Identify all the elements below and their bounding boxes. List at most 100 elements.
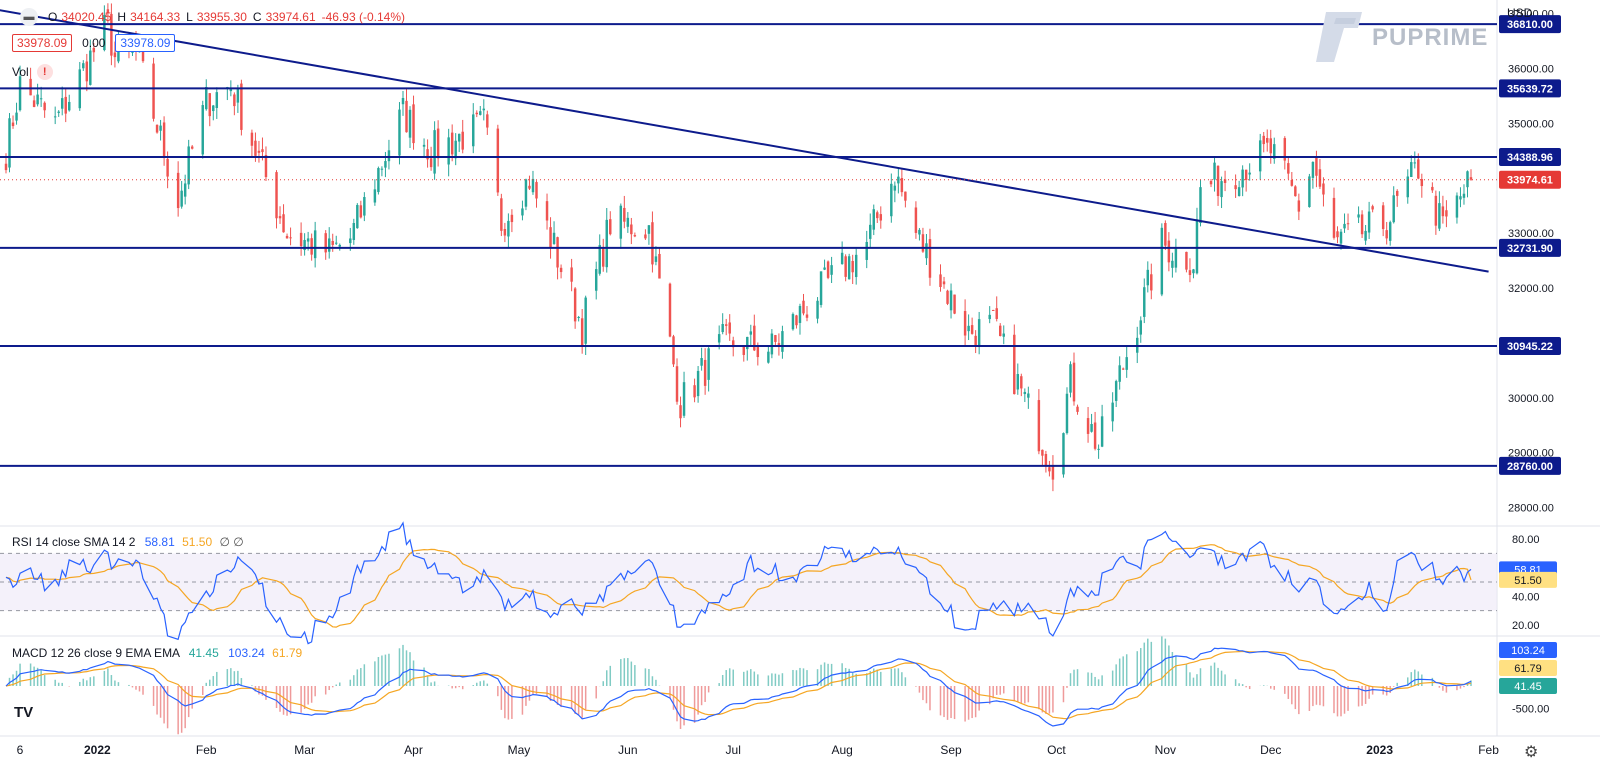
candle-body (1048, 467, 1051, 472)
candle-body (890, 183, 893, 217)
candle-body (205, 86, 208, 110)
last-price-tag (1499, 170, 1561, 189)
candle-body (549, 227, 552, 248)
volume-legend: Vol ! (12, 64, 53, 80)
candle-body (1167, 240, 1171, 263)
candle-body (233, 94, 236, 107)
candle-body (11, 122, 15, 127)
candle-body (651, 222, 654, 265)
sell-flag[interactable]: 33978.09 (12, 34, 73, 52)
candle-body (1037, 400, 1041, 452)
last-price-label: 33974.61 (1507, 175, 1553, 187)
candle-body (988, 314, 991, 320)
candle-body (535, 182, 538, 199)
candle-body (774, 335, 777, 342)
candle-body (524, 179, 528, 207)
candle-body (433, 130, 436, 174)
candle-body (380, 168, 384, 170)
trend-line[interactable] (0, 8, 1489, 273)
candle-body (974, 335, 977, 347)
candle-body (349, 238, 352, 244)
candle-body (991, 309, 995, 311)
candle-body (461, 131, 464, 150)
candle-body (472, 114, 475, 147)
macd-line (5, 647, 1472, 727)
currency-label[interactable]: USD (1507, 6, 1533, 20)
price-tick-label: 32000.00 (1508, 283, 1554, 295)
candle-body (64, 96, 67, 114)
rsi-legend: RSI 14 close SMA 14 2 58.81 51.50 ∅ ∅ (12, 535, 244, 549)
collapse-icon[interactable]: ▬ (20, 8, 38, 26)
candle-body (619, 205, 623, 239)
macd-value-label: 61.79 (1514, 663, 1542, 675)
candle-body (1002, 333, 1005, 337)
level-price-label: 35639.72 (1507, 83, 1553, 95)
candle-body (946, 290, 949, 304)
candle-body (1346, 223, 1350, 225)
macd-value-tag (1499, 660, 1557, 676)
rsi-sma-value-tag-label: 51.50 (1514, 575, 1542, 587)
candle-body (703, 359, 707, 386)
candle-body (324, 233, 327, 253)
candle-body (584, 297, 587, 344)
candle-body (1199, 187, 1202, 223)
candle-body (479, 111, 482, 115)
candle-body (577, 317, 580, 319)
candle-body (1041, 449, 1044, 456)
candle-body (914, 207, 918, 233)
candle-body (363, 197, 366, 216)
candle-body (1332, 197, 1336, 238)
candle-body (447, 137, 450, 165)
candle-body (1262, 135, 1265, 145)
candle-body (781, 331, 784, 352)
candle-body (1044, 453, 1048, 466)
time-tick-label: 2023 (1366, 743, 1393, 757)
candle-body (753, 325, 756, 351)
candle-body (1223, 179, 1227, 183)
candle-body (679, 405, 682, 419)
candle-body (426, 149, 429, 160)
rsi-sma-value-tag (1499, 571, 1557, 588)
candle-body (1311, 161, 1315, 178)
brand-logo: PUPRIME (1312, 10, 1502, 64)
candle-body (999, 325, 1002, 336)
candle-body (1367, 211, 1371, 233)
candle-body (756, 346, 760, 358)
candle-body (1195, 219, 1199, 274)
macd-legend: MACD 12 26 close 9 EMA EMA 41.45 103.24 … (12, 646, 302, 660)
warning-icon[interactable]: ! (36, 64, 53, 80)
price-tick-label: 35000.00 (1508, 118, 1554, 130)
candle-body (18, 76, 22, 111)
candle-body (335, 242, 338, 244)
candle-body (454, 140, 457, 159)
candle-body (921, 234, 925, 252)
candle-body (696, 370, 700, 397)
candle-body (1318, 169, 1322, 187)
candle-body (240, 83, 243, 130)
candle-body (82, 63, 85, 69)
buy-flag[interactable]: 33978.09 (115, 34, 176, 52)
candle-body (1413, 162, 1417, 164)
candle-body (1076, 406, 1079, 412)
candle-body (879, 214, 883, 221)
gear-icon[interactable]: ⚙ (1524, 744, 1539, 761)
candle-body (429, 158, 433, 168)
candle-body (1297, 200, 1301, 212)
candle-body (29, 78, 32, 96)
candle-body (953, 294, 956, 314)
candle-body (623, 207, 626, 222)
candle-body (869, 224, 872, 239)
ohlc-open-key: O (48, 10, 58, 24)
price-tick-label: 28000.00 (1508, 503, 1554, 515)
candle-body (1013, 334, 1016, 395)
tradingview-logo-icon[interactable]: TV (14, 704, 34, 721)
candle-body (1287, 163, 1290, 174)
candle-body (1051, 465, 1055, 480)
candle-body (1431, 186, 1434, 191)
candle-body (1220, 181, 1223, 198)
candle-body (1381, 205, 1385, 230)
candle-body (1466, 171, 1469, 188)
candle-body (700, 358, 703, 366)
candle-body (1020, 376, 1023, 389)
